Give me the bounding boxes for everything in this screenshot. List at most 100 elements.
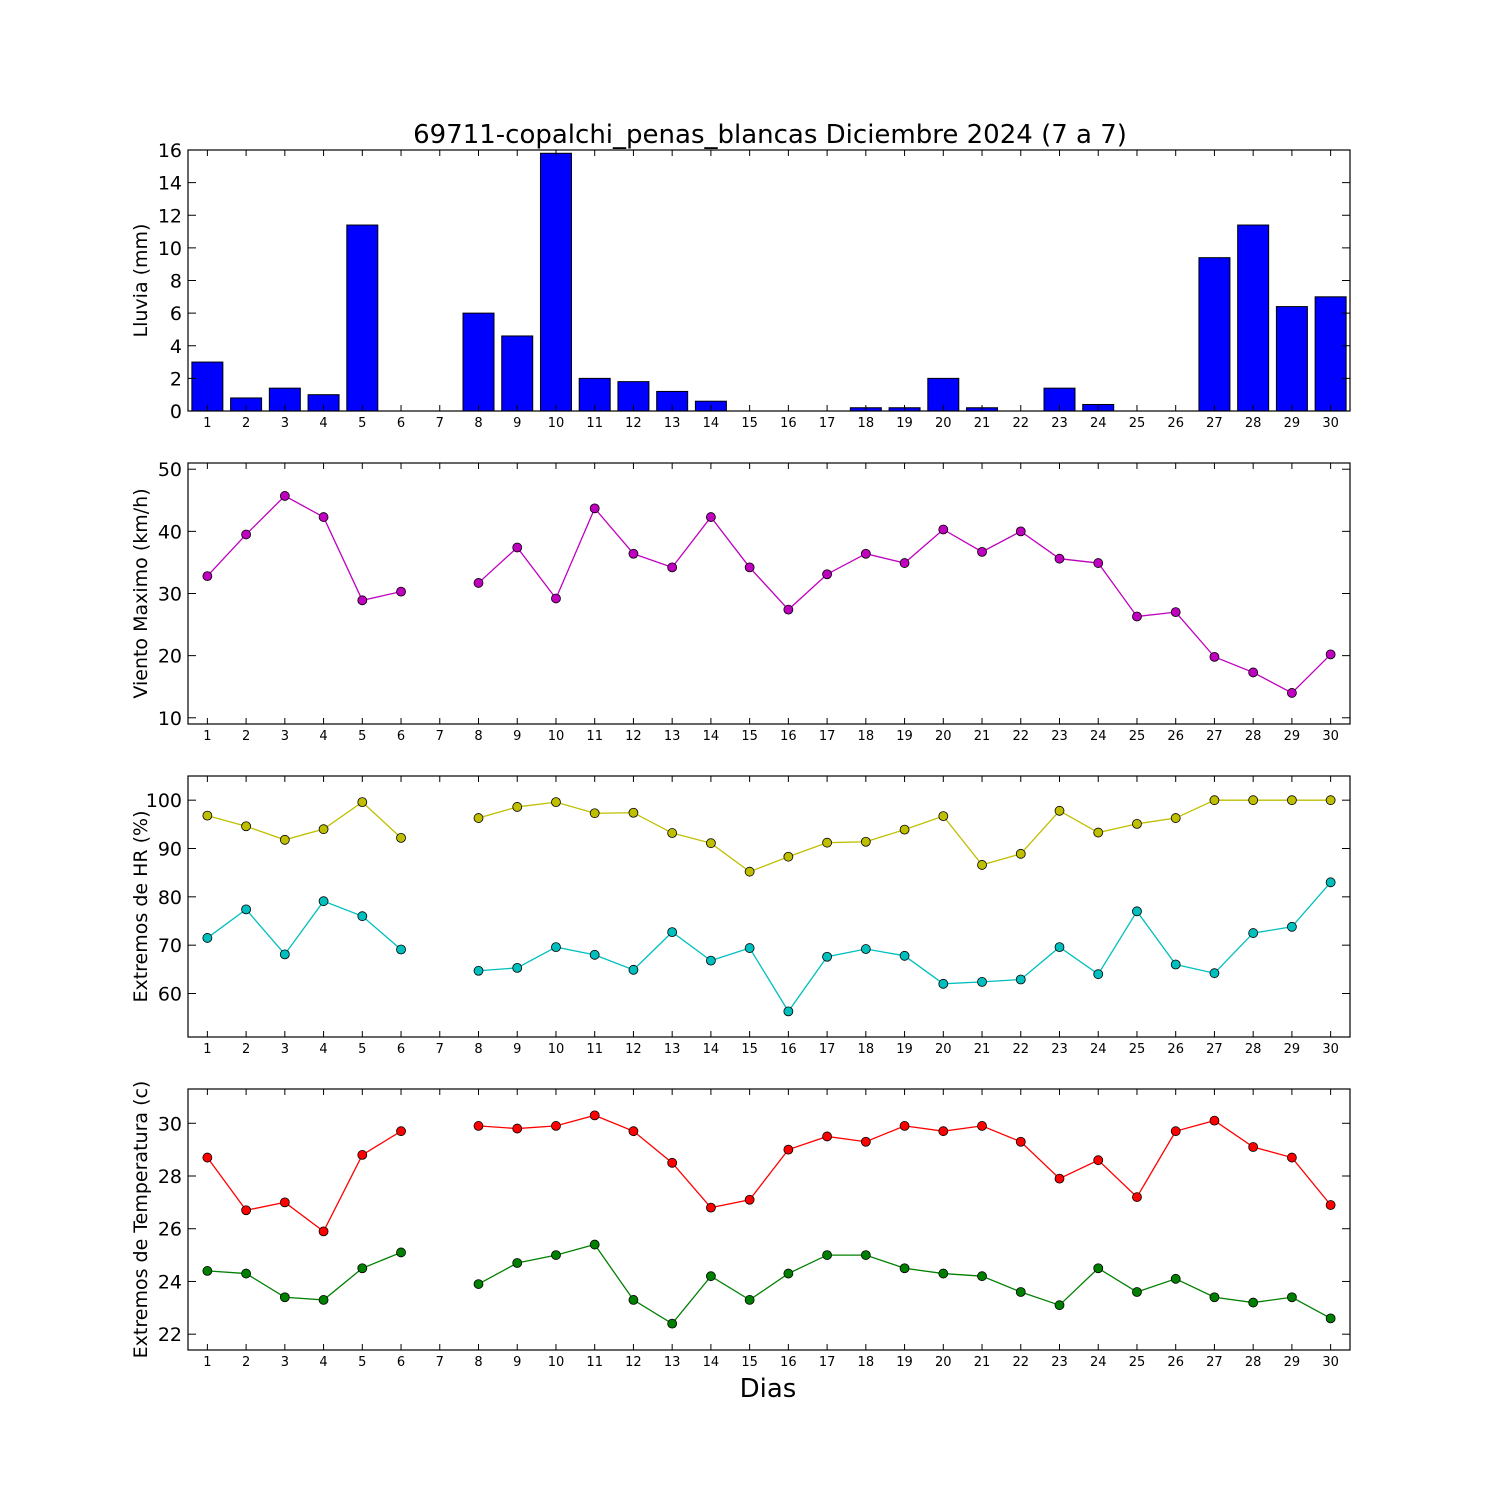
temperature-series-2-point: [822, 1250, 832, 1260]
rain-x-tick-label: 15: [741, 416, 758, 431]
wind-x-tick-label: 25: [1129, 729, 1146, 744]
humidity-x-tick-label: 8: [474, 1042, 482, 1057]
humidity-y-tick-label: 90: [158, 839, 182, 861]
rain-bar: [501, 335, 534, 412]
humidity-series-2-point: [357, 911, 368, 922]
humidity-x-tick-label: 2: [242, 1042, 250, 1057]
rain-x-tick-label: 21: [974, 416, 991, 431]
temperature-series-2-point: [706, 1271, 716, 1282]
wind-series-1-point: [1015, 526, 1026, 537]
humidity-x-tick-label: 16: [780, 1042, 797, 1057]
wind-series-1-point: [822, 569, 832, 580]
temperature-x-tick-label: 7: [436, 1355, 444, 1370]
figure-title: 69711-copalchi_penas_blancas Diciembre 2…: [413, 120, 1127, 150]
humidity-series-1-point: [1015, 848, 1026, 859]
rain-x-tick-label: 27: [1206, 416, 1223, 431]
temperature-series-2-point: [628, 1295, 639, 1305]
temperature-x-tick-label: 13: [664, 1355, 681, 1370]
temperature-axes-frame: [187, 1088, 1351, 1351]
humidity-series-1-point: [860, 836, 871, 847]
temperature-series-1-point: [473, 1121, 484, 1131]
humidity-series-1-point: [551, 797, 561, 807]
rain-x-tick-label: 24: [1090, 416, 1107, 431]
humidity-series-1-point: [279, 834, 290, 845]
wind-series-1-point: [241, 529, 252, 540]
wind-y-tick-label: 30: [158, 584, 182, 606]
humidity-x-tick-label: 27: [1206, 1042, 1223, 1057]
rain-bar: [191, 361, 224, 412]
rain-x-tick-label: 6: [397, 416, 405, 431]
humidity-series-2-point: [241, 904, 252, 915]
rain-y-axis-label: Lluvia (mm): [130, 224, 152, 338]
temperature-series-1-point: [1093, 1155, 1104, 1166]
temperature-series-2-line: [207, 1251, 402, 1301]
wind-series-1-line: [206, 495, 402, 602]
humidity-x-tick-label: 22: [1012, 1042, 1029, 1057]
temperature-series-1-point: [396, 1126, 406, 1137]
humidity-series-2-point: [396, 944, 406, 955]
temperature-series-1-point: [860, 1136, 871, 1147]
temperature-series-1-point: [318, 1226, 329, 1237]
humidity-series-2-point: [977, 977, 987, 987]
rain-y-tick-label: 6: [170, 303, 182, 325]
rain-x-tick-label: 16: [780, 416, 797, 431]
temperature-x-tick-label: 12: [625, 1355, 642, 1370]
temperature-series-2-point: [473, 1279, 484, 1289]
temperature-series-2-point: [899, 1263, 910, 1274]
rain-y-tick-label: 8: [170, 271, 182, 293]
temperature-series-1-point: [241, 1205, 252, 1216]
rain-x-tick-label: 23: [1051, 416, 1068, 431]
humidity-series-2-point: [783, 1006, 794, 1017]
humidity-series-1-point: [589, 808, 600, 819]
temperature-y-tick-label: 28: [158, 1166, 182, 1188]
humidity-x-tick-label: 7: [436, 1042, 444, 1057]
temperature-x-tick-label: 3: [281, 1355, 289, 1370]
wind-series-1-point: [938, 524, 949, 535]
temperature-series-1-point: [938, 1126, 949, 1137]
wind-x-tick-label: 27: [1206, 729, 1223, 744]
humidity-series-2-point: [1054, 942, 1065, 952]
temperature-series-1-point: [357, 1150, 368, 1160]
rain-y-tick-label: 2: [170, 368, 182, 390]
temperature-series-2-point: [977, 1271, 987, 1282]
humidity-x-tick-label: 25: [1129, 1042, 1146, 1057]
humidity-x-tick-label: 23: [1051, 1042, 1068, 1057]
wind-series-1-point: [744, 562, 755, 573]
temperature-series-1-point: [551, 1121, 561, 1131]
humidity-series-2-point: [860, 944, 871, 954]
humidity-series-1-point: [1325, 795, 1336, 806]
temperature-series-2-point: [1325, 1313, 1336, 1324]
humidity-series-1-point: [396, 832, 406, 843]
temperature-series-1-point: [667, 1157, 678, 1168]
wind-x-tick-label: 16: [780, 729, 797, 744]
humidity-series-1-point: [512, 802, 523, 812]
humidity-series-1-point: [318, 824, 329, 835]
rain-bar: [1198, 257, 1231, 412]
temperature-x-tick-label: 15: [741, 1355, 758, 1370]
rain-x-tick-label: 26: [1167, 416, 1184, 431]
humidity-series-2-point: [628, 964, 639, 975]
temperature-x-tick-label: 29: [1284, 1355, 1301, 1370]
humidity-series-2-point: [1287, 921, 1297, 932]
humidity-series-1-point: [1209, 795, 1220, 806]
temperature-series-2-point: [241, 1268, 252, 1279]
humidity-series-1-point: [706, 838, 716, 849]
humidity-y-tick-label: 70: [158, 935, 182, 957]
temperature-x-tick-label: 30: [1322, 1355, 1339, 1370]
rain-y-tick-label: 10: [158, 238, 182, 260]
humidity-series-2-point: [318, 896, 329, 907]
temperature-series-2-point: [512, 1258, 523, 1268]
humidity-x-tick-label: 24: [1090, 1042, 1107, 1057]
rain-x-tick-label: 17: [819, 416, 836, 431]
wind-series-1-point: [396, 586, 406, 597]
rain-x-tick-label: 22: [1012, 416, 1029, 431]
temperature-series-2-point: [1248, 1297, 1259, 1308]
temperature-series-2-point: [396, 1247, 406, 1258]
x-axis-label: Dias: [740, 1374, 797, 1404]
wind-series-1-point: [1132, 611, 1142, 622]
humidity-x-tick-label: 19: [896, 1042, 913, 1057]
humidity-x-tick-label: 9: [513, 1042, 521, 1057]
humidity-series-2-point: [1093, 969, 1104, 980]
wind-series-1-point: [977, 546, 987, 557]
temperature-y-tick-label: 26: [158, 1219, 182, 1241]
